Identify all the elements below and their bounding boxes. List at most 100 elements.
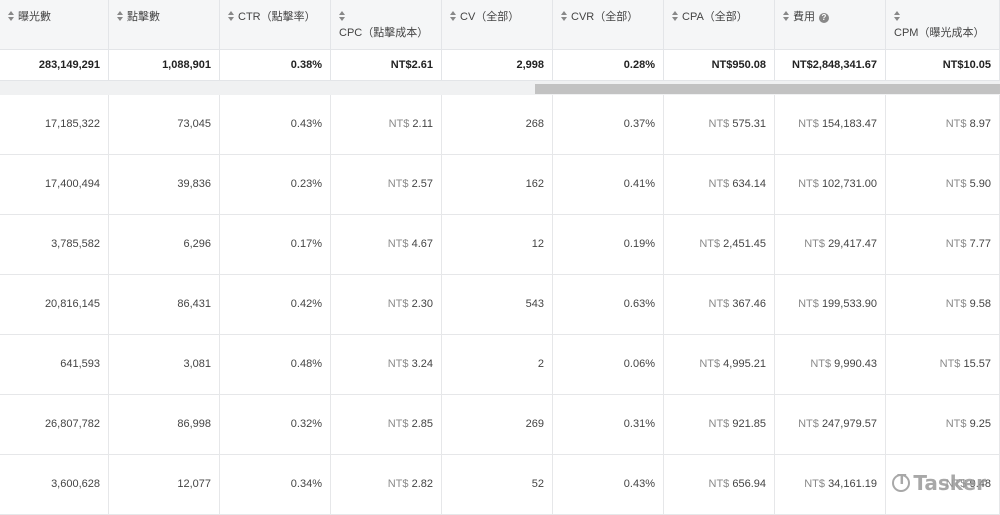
table-cell: 269 [442,395,553,454]
currency-prefix: NT$ [798,418,819,430]
currency-prefix: NT$ [708,478,730,490]
table-cell: NT$ 154,183.47 [775,95,886,154]
column-header-label: CVR（全部） [571,11,639,23]
cell-value: 3,600,628 [51,478,100,490]
sort-icon[interactable] [894,11,901,22]
summary-cell: 0.38% [220,50,331,80]
table-cell: 86,998 [109,395,220,454]
sort-icon[interactable] [8,11,15,22]
table-cell: 0.48% [220,335,331,394]
sort-icon[interactable] [450,11,457,22]
table-cell: 0.41% [553,155,664,214]
tasker-logo-icon [892,473,911,492]
cell-value: 0.43% [623,478,655,490]
column-header-6[interactable]: CPA（全部） [664,0,775,49]
cell-value: 0.31% [623,418,655,430]
column-header-7[interactable]: 費用? [775,0,886,49]
cell-value: 3.24 [411,358,433,370]
cell-value: 575.31 [732,118,766,130]
currency-prefix: NT$ [945,478,967,490]
cell-value: 199,533.90 [821,298,877,310]
table-row[interactable]: 17,400,494 39,836 0.23% NT$ 2.57 162 0.41% NT$… [0,155,1000,215]
currency-prefix: NT$ [945,238,967,250]
table-cell: 73,045 [109,95,220,154]
sort-icon[interactable] [783,11,790,22]
cell-value: 0.23% [290,178,322,190]
help-icon[interactable]: ? [819,13,829,23]
currency-prefix: NT$ [708,178,730,190]
table-row[interactable]: 26,807,782 86,998 0.32% NT$ 2.85 269 0.31% NT$… [0,395,1000,455]
summary-cell: 0.28% [553,50,664,80]
table-cell: NT$ 9.58 [886,275,1000,334]
cell-value: 0.37% [623,118,655,130]
sort-icon[interactable] [561,11,568,22]
table-cell: 0.31% [553,395,664,454]
currency-prefix: NT$ [388,118,410,130]
currency-prefix: NT$ [708,118,730,130]
sort-icon[interactable] [228,11,235,22]
cell-value: 6,296 [183,238,211,250]
cell-value: 0.06% [623,358,655,370]
table-row[interactable]: 17,185,322 73,045 0.43% NT$ 2.11 268 0.37% NT$… [0,95,1000,155]
cell-value: 921.85 [732,418,766,430]
cell-value: 29,417.47 [828,238,877,250]
table-cell: 0.43% [220,95,331,154]
cell-value: 102,731.00 [821,178,877,190]
column-header-2[interactable]: CTR（點擊率） [220,0,331,49]
currency-prefix: NT$ [798,298,819,310]
scrollbar-thumb[interactable] [535,84,1000,94]
table-cell: 20,816,145 [0,275,109,334]
sort-icon[interactable] [339,11,346,22]
currency-prefix: NT$ [387,418,409,430]
cell-value: 162 [525,178,544,190]
cell-value: 34,161.19 [828,478,877,490]
cell-value: 0.32% [290,418,322,430]
table-cell: NT$ 247,979.57 [775,395,886,454]
table-cell: 0.34% [220,455,331,514]
cell-value: 4,995.21 [723,358,766,370]
cell-value: 86,998 [177,418,211,430]
cell-value: 0.63% [623,298,655,310]
table-row[interactable]: 641,593 3,081 0.48% NT$ 3.24 2 0.06% NT$ 4,995… [0,335,1000,395]
cell-value: 154,183.47 [821,118,877,130]
sort-icon[interactable] [672,11,679,22]
table-cell: NT$ 2.30 [331,275,442,334]
sort-icon[interactable] [117,11,124,22]
table-header: 曝光數 點擊數 CTR（點擊率） CPC（點擊成本） CV（全部） CVR（全部） CPA（… [0,0,1000,50]
horizontal-scrollbar[interactable] [0,81,1000,95]
table-cell: NT$ 9,990.43 [775,335,886,394]
table-cell: NT$ 5.90 [886,155,1000,214]
column-header-4[interactable]: CV（全部） [442,0,553,49]
cell-value: 5.90 [969,178,991,190]
currency-prefix: NT$ [939,358,961,370]
cell-value: 0.41% [623,178,655,190]
column-header-1[interactable]: 點擊數 [109,0,220,49]
currency-prefix: NT$ [945,418,967,430]
column-header-label: CPC（點擊成本） [339,27,429,39]
cell-value: 9,990.43 [834,358,877,370]
column-header-5[interactable]: CVR（全部） [553,0,664,49]
cell-value: 86,431 [177,298,211,310]
cell-value: 0.34% [290,478,322,490]
cell-value: 9.25 [969,418,991,430]
cell-value: 73,045 [177,118,211,130]
currency-prefix: NT$ [798,178,819,190]
cell-value: 8.97 [969,118,991,130]
table-row[interactable]: 20,816,145 86,431 0.42% NT$ 2.30 543 0.63% NT$… [0,275,1000,335]
table-row[interactable]: 3,785,582 6,296 0.17% NT$ 4.67 12 0.19% NT$ 2,… [0,215,1000,275]
watermark-text: Tasker [913,471,986,495]
cell-value: 247,979.57 [821,418,877,430]
table-row[interactable]: 3,600,628 12,077 0.34% NT$ 2.82 52 0.43% NT$ 6… [0,455,1000,515]
table-cell: NT$ 575.31 [664,95,775,154]
table-cell: 0.23% [220,155,331,214]
column-header-0[interactable]: 曝光數 [0,0,109,49]
column-header-8[interactable]: CPM（曝光成本） [886,0,1000,49]
table-cell: 641,593 [0,335,109,394]
currency-prefix: NT$ [387,298,409,310]
cell-value: 543 [525,298,544,310]
column-header-label: CTR（點擊率） [238,11,316,23]
summary-cell: NT$2.61 [331,50,442,80]
table-cell: 39,836 [109,155,220,214]
column-header-3[interactable]: CPC（點擊成本） [331,0,442,49]
table-cell: 0.63% [553,275,664,334]
